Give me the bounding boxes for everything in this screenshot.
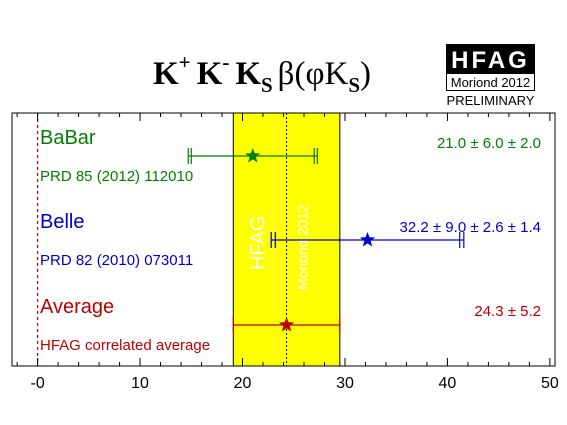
measurement-reference: PRD 82 (2010) 073011: [40, 252, 193, 269]
title-k3: K: [235, 56, 261, 92]
svg-text:K+K-KSβ(φKS): K+ K- KS β(φKS): [153, 50, 371, 97]
measurement-name: BaBar: [40, 127, 96, 149]
x-tick-label: 20: [234, 375, 252, 392]
x-tick-label: 10: [131, 375, 149, 392]
title-close: ): [360, 56, 371, 92]
measurement-result: 32.2 ± 9.0 ± 2.6 ± 1.4: [400, 219, 541, 236]
measurement-babar: BaBar PRD 85 (2012) 112010 21.0 ± 6.0 ± 2.…: [40, 127, 541, 185]
x-tick-label: -0: [30, 375, 44, 392]
x-tick-label: 30: [336, 375, 354, 392]
title-k1: K: [153, 56, 179, 92]
plot-area: HFAG Moriond 2012 BaBar PRD 85 (2012) 112…: [11, 112, 559, 392]
measurement-name: Average: [40, 296, 114, 318]
logo-conference-box: [446, 73, 535, 91]
title-sup1: +: [179, 50, 191, 74]
central-value-star: [359, 232, 376, 247]
title-k2: K: [197, 56, 223, 92]
central-value-star: [278, 317, 295, 332]
measurement-belle: Belle PRD 82 (2010) 073011 32.2 ± 9.0 ± 2.…: [40, 211, 541, 269]
logo-text: HFAG: [451, 47, 530, 74]
band-label: HFAG: [247, 216, 269, 270]
title-sub4: S: [348, 73, 360, 97]
measurement-reference: PRD 85 (2012) 112010: [40, 168, 193, 185]
logo-status: PRELIMINARY: [447, 93, 535, 108]
x-tick-label: 40: [439, 375, 457, 392]
band-sublabel: Moriond 2012: [295, 204, 311, 290]
measurement-reference: HFAG correlated average: [40, 337, 210, 354]
chart-title: K+ K- KS β(φKS): [153, 50, 371, 97]
hfag-logo: HFAG Moriond 2012 PRELIMINARY: [446, 44, 535, 108]
logo-conference: Moriond 2012: [451, 75, 531, 90]
x-axis: -0 10 20 30 40 50: [16, 113, 559, 392]
logo-background: [446, 44, 535, 73]
central-value-star: [245, 148, 261, 163]
measurement-name: Belle: [40, 211, 84, 233]
measurement-result: 24.3 ± 5.2: [474, 303, 541, 320]
measurement-average: Average HFAG correlated average 24.3 ± 5.2: [40, 296, 541, 354]
title-sub3: S: [261, 73, 273, 97]
measurement-series: BaBar PRD 85 (2012) 112010 21.0 ± 6.0 ± 2.…: [40, 127, 541, 354]
x-tick-label: 50: [541, 375, 559, 392]
title-sup2: -: [222, 50, 229, 74]
title-beta: β(φK: [278, 56, 349, 92]
measurement-result: 21.0 ± 6.0 ± 2.0: [437, 135, 541, 152]
